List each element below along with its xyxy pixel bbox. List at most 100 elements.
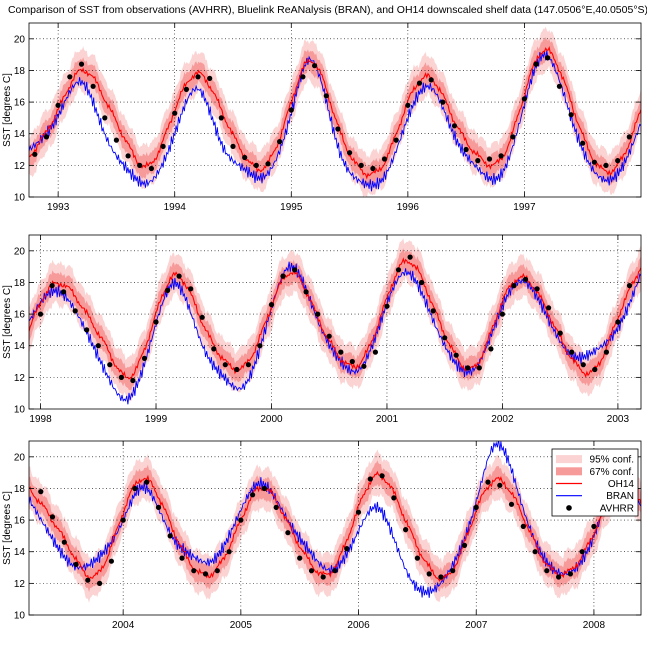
avhrr-point bbox=[361, 363, 367, 369]
plot-area bbox=[29, 441, 641, 603]
avhrr-point bbox=[453, 352, 459, 358]
avhrr-point bbox=[211, 346, 217, 352]
avhrr-point bbox=[615, 158, 621, 164]
series-oh14 bbox=[29, 257, 641, 380]
avhrr-point bbox=[285, 530, 291, 536]
x-tick-label: 2001 bbox=[376, 414, 399, 425]
legend-item: 67% conf. bbox=[556, 467, 634, 478]
avhrr-point bbox=[280, 273, 286, 279]
avhrr-point bbox=[95, 343, 101, 349]
avhrr-point bbox=[426, 571, 432, 577]
avhrr-point bbox=[155, 504, 162, 510]
series-oh14 bbox=[29, 46, 641, 180]
avhrr-point bbox=[277, 139, 283, 145]
avhrr-point bbox=[315, 311, 321, 317]
y-tick-label: 10 bbox=[14, 405, 26, 416]
avhrr-point bbox=[250, 492, 256, 498]
avhrr-point bbox=[511, 283, 517, 289]
axes-frame bbox=[28, 22, 642, 198]
avhrr-point bbox=[355, 509, 362, 515]
avhrr-point bbox=[568, 112, 574, 118]
avhrr-point bbox=[245, 362, 251, 368]
y-tick-label: 14 bbox=[14, 547, 26, 558]
avhrr-point bbox=[521, 96, 528, 102]
legend-label: 95% conf. bbox=[590, 455, 634, 466]
avhrr-point bbox=[534, 286, 540, 292]
avhrr-point bbox=[265, 161, 271, 167]
avhrr-point bbox=[288, 107, 294, 113]
avhrr-point bbox=[626, 283, 633, 289]
avhrr-point bbox=[428, 77, 434, 83]
y-tick-label: 20 bbox=[14, 246, 26, 257]
legend-label: AVHRR bbox=[600, 503, 634, 514]
avhrr-point bbox=[257, 343, 263, 349]
avhrr-point bbox=[183, 86, 189, 92]
avhrr-point bbox=[308, 568, 315, 574]
x-tick-label: 1995 bbox=[280, 202, 303, 213]
x-tick-label: 1994 bbox=[164, 202, 187, 213]
x-tick-label: 1997 bbox=[513, 202, 536, 213]
legend-item: AVHRR bbox=[566, 503, 634, 514]
avhrr-point bbox=[108, 558, 114, 564]
avhrr-point bbox=[438, 574, 444, 580]
x-tick-label: 2004 bbox=[112, 620, 135, 631]
y-tick-label: 12 bbox=[14, 579, 26, 590]
x-tick-label: 1998 bbox=[29, 414, 52, 425]
avhrr-point bbox=[407, 254, 413, 260]
avhrr-point bbox=[403, 527, 409, 533]
avhrr-point bbox=[141, 355, 148, 361]
legend-item: BRAN bbox=[556, 491, 634, 502]
avhrr-point bbox=[414, 555, 420, 561]
avhrr-point bbox=[90, 83, 96, 89]
avhrr-point bbox=[113, 137, 119, 143]
avhrr-point bbox=[603, 162, 609, 168]
avhrr-point bbox=[67, 74, 73, 80]
series-bran bbox=[29, 50, 641, 192]
avhrr-point bbox=[442, 335, 448, 341]
x-tick-label: 1993 bbox=[47, 202, 70, 213]
chart-panels: 1993 1994 1995 1996 1997 10 12 14 16 18 20 SST [deg… bbox=[2, 22, 642, 631]
avhrr-point bbox=[485, 479, 491, 485]
avhrr-point bbox=[176, 273, 182, 279]
axes-frame bbox=[28, 440, 642, 616]
avhrr-point bbox=[395, 267, 402, 273]
x-tick-label: 2003 bbox=[607, 414, 630, 425]
avhrr-point bbox=[347, 150, 353, 156]
avhrr-point bbox=[120, 517, 126, 523]
y-tick-label: 16 bbox=[14, 516, 26, 527]
avhrr-point bbox=[253, 162, 259, 168]
avhrr-point bbox=[160, 143, 166, 149]
avhrr-point bbox=[38, 489, 44, 495]
avhrr-point bbox=[153, 319, 159, 325]
avhrr-point bbox=[137, 162, 143, 168]
avhrr-point bbox=[107, 362, 113, 368]
avhrr-point bbox=[84, 327, 90, 333]
avhrr-point bbox=[384, 303, 390, 309]
avhrr-point bbox=[465, 365, 471, 371]
x-tick-label: 1996 bbox=[397, 202, 420, 213]
avhrr-point bbox=[475, 158, 481, 164]
avhrr-point bbox=[430, 308, 436, 314]
avhrr-point bbox=[473, 504, 479, 510]
y-tick-label: 20 bbox=[14, 34, 26, 45]
avhrr-point bbox=[520, 523, 526, 530]
avhrr-point bbox=[207, 75, 213, 81]
avhrr-point bbox=[234, 366, 240, 373]
y-tick-label: 20 bbox=[14, 452, 26, 463]
avhrr-point bbox=[533, 61, 539, 67]
avhrr-point bbox=[85, 577, 91, 583]
legend-label: 67% conf. bbox=[590, 467, 634, 478]
grid bbox=[29, 23, 641, 197]
grid bbox=[29, 235, 641, 409]
avhrr-point bbox=[323, 93, 329, 99]
y-tick-label: 16 bbox=[14, 310, 26, 321]
avhrr-point bbox=[372, 349, 378, 355]
avhrr-point bbox=[498, 153, 504, 159]
avhrr-point bbox=[191, 568, 197, 574]
ci67-band bbox=[29, 248, 641, 391]
avhrr-point bbox=[238, 517, 244, 523]
avhrr-point bbox=[179, 555, 185, 561]
avhrr-point bbox=[416, 80, 423, 86]
avhrr-point bbox=[218, 115, 224, 121]
avhrr-point bbox=[222, 362, 228, 368]
